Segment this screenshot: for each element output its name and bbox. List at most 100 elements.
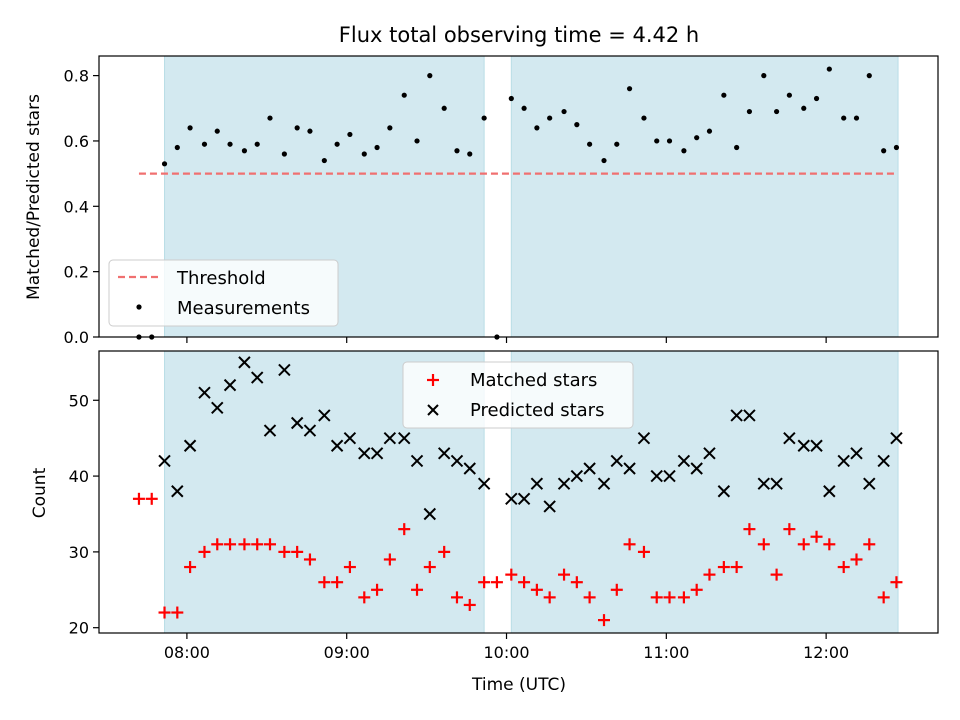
measurement-point xyxy=(214,128,220,134)
predicted-star-point xyxy=(278,363,291,377)
predicted-star-point xyxy=(637,431,651,445)
measurement-point xyxy=(161,161,168,167)
top-y-tick-label: 0.0 xyxy=(64,328,89,347)
predicted-star-point xyxy=(450,454,464,468)
matched-star-point xyxy=(797,538,810,551)
matched-star-point xyxy=(438,545,451,558)
measurement-point xyxy=(866,73,872,79)
predicted-star-point xyxy=(583,462,596,475)
top-legend-box xyxy=(108,259,339,327)
predicted-star-point xyxy=(837,454,850,468)
matched-star-point xyxy=(224,538,237,551)
matched-star-point xyxy=(543,591,556,604)
predicted-star-point xyxy=(517,492,531,506)
matched-star-point xyxy=(650,591,663,604)
predicted-star-point xyxy=(238,356,251,369)
predicted-star-point xyxy=(330,439,344,452)
matched-star-point xyxy=(518,576,531,589)
measurement-point xyxy=(841,115,847,121)
matched-star-point xyxy=(184,561,197,574)
predicted-star-point xyxy=(557,477,571,490)
predicted-star-point xyxy=(171,485,184,498)
bottom-panel: 20 30 40 50 08:00 09:00 10:00 11:00 12:00 Count… xyxy=(30,350,939,695)
matched-star-point xyxy=(730,561,743,574)
measurement-point xyxy=(227,141,233,147)
matched-star-point xyxy=(331,576,344,589)
predicted-legend-swatch xyxy=(427,404,439,416)
chart-title: Flux total observing time = 4.42 h xyxy=(339,23,699,47)
matched-star-point xyxy=(890,576,903,589)
measurement-point xyxy=(641,115,647,121)
count-points xyxy=(132,356,903,627)
matched-star-point xyxy=(318,576,331,589)
predicted-star-point xyxy=(863,477,876,490)
measurement-point xyxy=(254,141,260,147)
matched-star-point xyxy=(597,614,610,627)
measurement-point xyxy=(294,125,300,131)
measurement-point xyxy=(454,148,460,154)
predicted-star-point xyxy=(290,416,304,430)
matched-star-point xyxy=(623,538,636,551)
predicted-star-point xyxy=(717,485,731,498)
matched-star-point xyxy=(383,553,396,566)
matched-star-point xyxy=(783,523,796,536)
measurement-point xyxy=(534,125,540,131)
top-y-ticks: 0.0 0.2 0.4 0.6 0.8 xyxy=(64,67,99,347)
bottom-legend-box xyxy=(402,361,634,429)
bottom-y-ticks: 20 30 40 50 xyxy=(69,391,99,638)
legend-threshold-label: Threshold xyxy=(176,268,266,289)
matched-star-point xyxy=(663,591,676,604)
measurement-point xyxy=(201,141,208,147)
matched-star-point xyxy=(690,583,703,596)
measurement-point xyxy=(561,108,567,115)
x-axis-label: Time (UTC) xyxy=(471,675,566,695)
matched-star-point xyxy=(863,538,876,551)
predicted-star-point xyxy=(530,477,544,490)
top-x-ticks xyxy=(186,337,827,343)
measurement-point xyxy=(761,73,767,79)
top-axes-frame xyxy=(98,55,939,338)
measurement-point xyxy=(706,128,713,134)
matched-star-point xyxy=(263,538,276,551)
measurement-point xyxy=(853,115,860,121)
predicted-star-point xyxy=(743,409,756,422)
predicted-star-point xyxy=(570,469,584,483)
measurement-point xyxy=(387,125,393,131)
matched-star-point xyxy=(251,538,264,551)
legend-measurements-label: Measurements xyxy=(177,298,310,319)
matched-star-point xyxy=(490,576,503,589)
matched-star-point xyxy=(171,606,184,619)
measurement-point xyxy=(307,128,313,134)
bottom-x-ticks: 08:00 09:00 10:00 11:00 12:00 xyxy=(164,633,849,662)
matched-star-point xyxy=(371,583,384,596)
bottom-y-tick-label: 20 xyxy=(69,619,89,638)
matched-star-point xyxy=(637,545,650,558)
matched-star-point xyxy=(677,591,690,604)
matched-star-point xyxy=(823,538,836,551)
predicted-star-point xyxy=(198,386,211,399)
measurement-point xyxy=(893,144,900,151)
predicted-star-point xyxy=(757,477,771,490)
matched-star-point xyxy=(530,583,543,596)
matched-star-point xyxy=(505,568,518,581)
predicted-star-point xyxy=(463,462,476,475)
matched-legend-swatch xyxy=(427,374,439,386)
x-tick-label: 11:00 xyxy=(643,643,689,662)
matched-star-point xyxy=(717,561,730,574)
measurement-point xyxy=(401,92,407,98)
predicted-star-point xyxy=(251,371,264,384)
measurement-point xyxy=(746,108,753,115)
matched-star-point xyxy=(478,576,491,589)
predicted-star-point xyxy=(663,469,676,483)
predicted-star-point xyxy=(730,409,743,422)
measurement-point xyxy=(508,95,514,102)
measurement-point xyxy=(721,92,727,98)
measurement-point xyxy=(773,108,780,115)
measurement-point xyxy=(786,92,792,98)
matched-star-point xyxy=(743,523,756,536)
matched-star-point xyxy=(238,538,251,551)
predicted-star-point xyxy=(850,447,863,460)
matched-star-point xyxy=(810,530,823,543)
matched-star-point xyxy=(343,561,356,574)
matched-star-point xyxy=(145,492,158,505)
